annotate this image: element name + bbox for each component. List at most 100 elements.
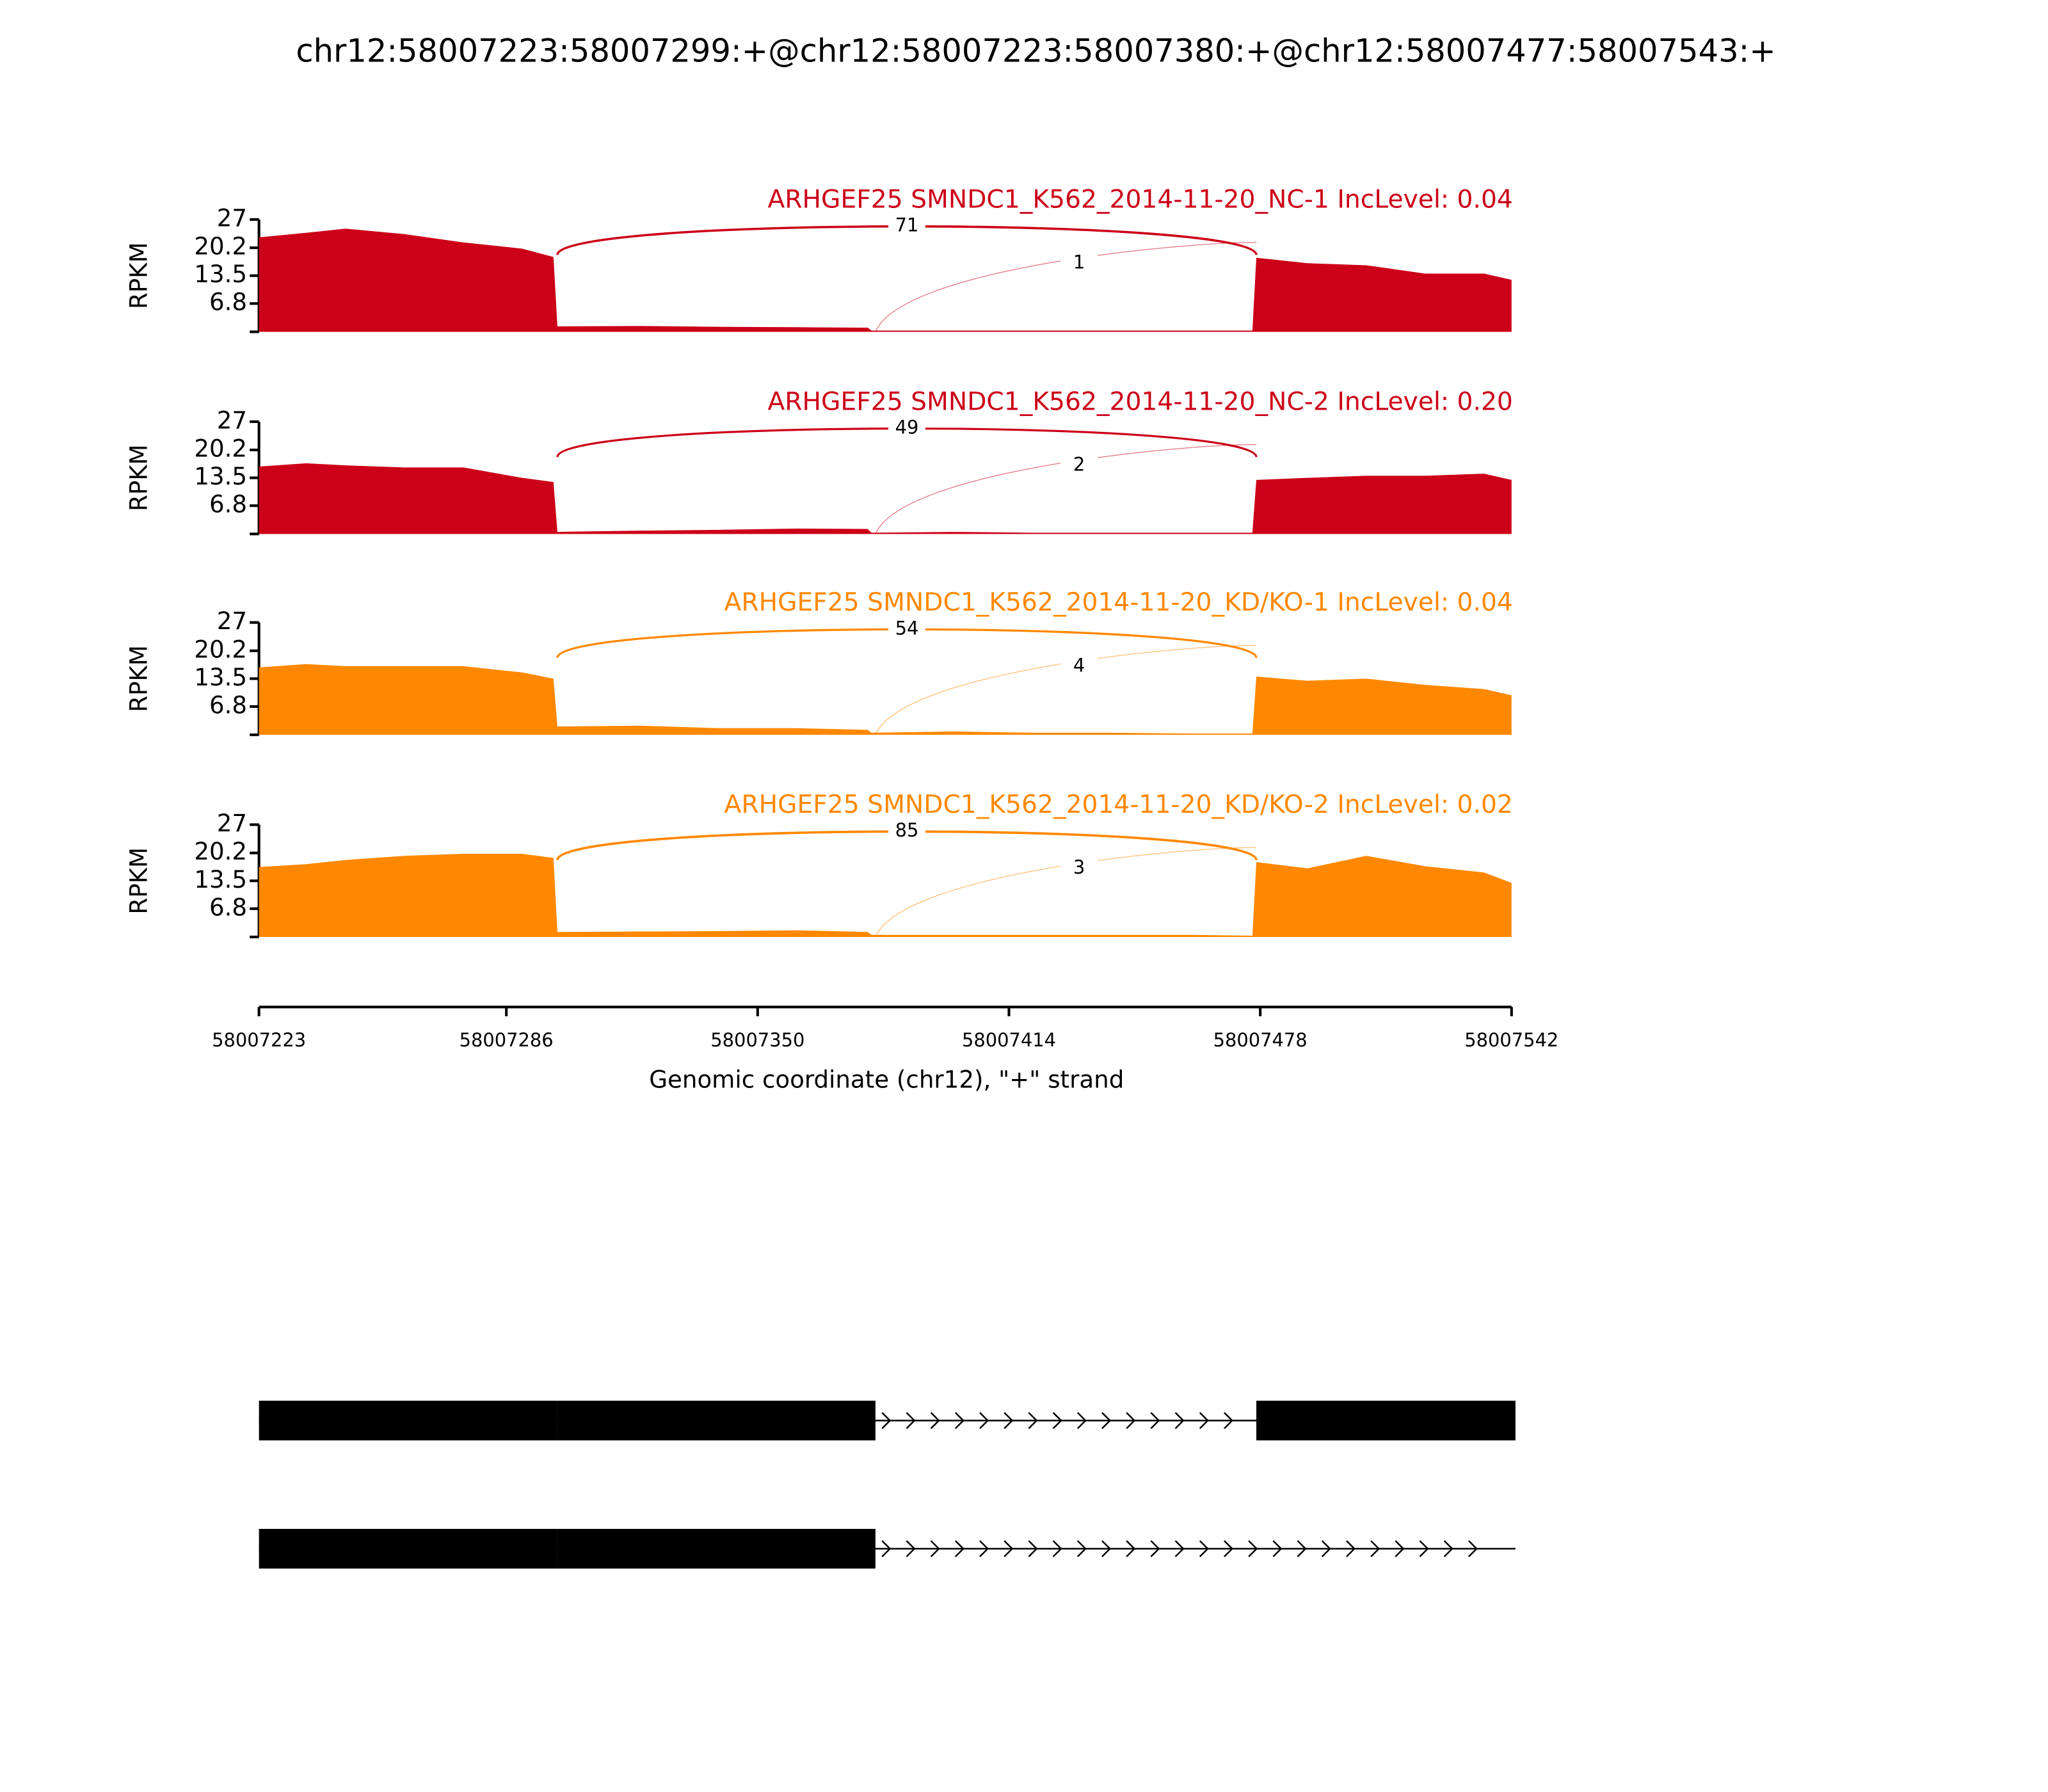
- x-tick-label: 58007286: [460, 1029, 554, 1051]
- strand-arrow: [1101, 1540, 1112, 1558]
- y-tick-label: 27: [217, 810, 247, 837]
- track-label: ARHGEF25 SMNDC1_K562_2014-11-20_KD/KO-2 …: [724, 790, 1513, 819]
- junction-label-bg: [888, 418, 925, 440]
- junction-arc: [875, 847, 1257, 938]
- strand-arrow: [1004, 1540, 1014, 1558]
- junction-label-bg: [1060, 253, 1098, 275]
- strand-arrow: [1150, 1540, 1160, 1558]
- junction-count: 71: [895, 214, 919, 236]
- track-label: ARHGEF25 SMNDC1_K562_2014-11-20_NC-2 Inc…: [767, 387, 1512, 416]
- strand-arrow: [979, 1412, 989, 1429]
- junction-count: 2: [1073, 454, 1085, 476]
- strand-arrow: [1395, 1540, 1405, 1558]
- strand-arrow: [1150, 1412, 1160, 1429]
- y-tick-label: 6.8: [209, 893, 247, 921]
- strand-arrow: [1468, 1540, 1478, 1558]
- strand-arrow: [906, 1540, 916, 1558]
- strand-arrow: [1199, 1412, 1209, 1429]
- junction-count: 4: [1073, 654, 1085, 676]
- strand-arrow: [1370, 1540, 1380, 1558]
- y-tick-label: 20.2: [194, 233, 247, 260]
- strand-arrow: [1174, 1540, 1185, 1558]
- coverage-area: [259, 664, 1512, 735]
- y-tick-label: 13.5: [194, 260, 247, 288]
- track-label: ARHGEF25 SMNDC1_K562_2014-11-20_KD/KO-1 …: [724, 588, 1513, 617]
- y-tick-label: 6.8: [209, 491, 247, 518]
- junction-arc: [875, 644, 1257, 735]
- junction-count: 3: [1073, 856, 1085, 878]
- strand-arrow: [1443, 1540, 1453, 1558]
- strand-arrow: [1419, 1540, 1429, 1558]
- y-tick-label: 13.5: [194, 866, 247, 893]
- strand-arrow: [906, 1412, 916, 1429]
- strand-arrow: [1224, 1540, 1234, 1558]
- strand-arrow: [1076, 1540, 1087, 1558]
- junction-label-bg: [1060, 455, 1098, 477]
- strand-arrow: [1101, 1412, 1112, 1429]
- exon: [259, 1400, 557, 1441]
- x-tick-label: 58007542: [1464, 1029, 1558, 1051]
- strand-arrow: [1028, 1540, 1038, 1558]
- x-axis-label: Genomic coordinate (chr12), "+" strand: [649, 1066, 1124, 1094]
- y-axis-label: RPKM: [125, 444, 152, 511]
- x-tick-label: 58007478: [1213, 1029, 1308, 1051]
- strand-arrow: [881, 1540, 892, 1558]
- strand-arrow: [930, 1412, 940, 1429]
- y-tick-label: 20.2: [194, 636, 247, 663]
- strand-arrow: [1052, 1540, 1062, 1558]
- y-tick-label: 6.8: [209, 691, 247, 719]
- junction-count: 85: [895, 819, 919, 841]
- strand-arrow: [1321, 1540, 1331, 1558]
- y-axis-label: RPKM: [125, 645, 152, 712]
- strand-arrow: [1272, 1540, 1283, 1558]
- strand-arrow: [881, 1412, 892, 1429]
- x-tick-label: 58007223: [212, 1029, 306, 1051]
- y-tick-label: 13.5: [194, 664, 247, 691]
- junction-label-bg: [1060, 858, 1098, 879]
- x-tick-label: 58007414: [962, 1029, 1056, 1051]
- exon: [259, 1528, 557, 1569]
- junction-label-bg: [1060, 655, 1098, 677]
- x-tick-label: 58007350: [710, 1029, 804, 1051]
- y-tick-label: 27: [217, 204, 247, 232]
- strand-arrow: [1199, 1540, 1209, 1558]
- y-axis-label: RPKM: [125, 242, 152, 309]
- strand-arrow: [1052, 1412, 1062, 1429]
- junction-arc: [875, 444, 1257, 534]
- strand-arrow: [979, 1540, 989, 1558]
- strand-arrow: [954, 1412, 964, 1429]
- y-tick-label: 20.2: [194, 838, 247, 865]
- strand-arrow: [1248, 1540, 1258, 1558]
- junction-label-bg: [888, 216, 925, 237]
- y-axis-label: RPKM: [125, 847, 152, 915]
- exon: [557, 1400, 876, 1441]
- junction-arc: [875, 242, 1257, 332]
- junction-label-bg: [888, 618, 925, 640]
- y-tick-label: 13.5: [194, 463, 247, 490]
- strand-arrow: [1126, 1540, 1136, 1558]
- strand-arrow: [1224, 1412, 1234, 1429]
- y-tick-label: 20.2: [194, 435, 247, 463]
- junction-count: 1: [1073, 252, 1085, 273]
- strand-arrow: [1126, 1412, 1136, 1429]
- strand-arrow: [1028, 1412, 1038, 1429]
- y-tick-label: 27: [217, 406, 247, 434]
- coverage-area: [259, 854, 1512, 937]
- coverage-area: [259, 463, 1512, 534]
- exon: [1256, 1400, 1516, 1441]
- strand-arrow: [1297, 1540, 1307, 1558]
- coverage-area: [259, 228, 1512, 332]
- strand-arrow: [954, 1540, 964, 1558]
- strand-arrow: [1004, 1412, 1014, 1429]
- junction-count: 49: [895, 417, 919, 438]
- strand-arrow: [1346, 1540, 1356, 1558]
- track-label: ARHGEF25 SMNDC1_K562_2014-11-20_NC-1 Inc…: [767, 186, 1512, 214]
- strand-arrow: [1174, 1412, 1185, 1429]
- junction-count: 54: [895, 617, 919, 639]
- strand-arrow: [930, 1540, 940, 1558]
- chart-title: chr12:58007223:58007299:+@chr12:58007223…: [296, 32, 1775, 69]
- junction-label-bg: [888, 820, 925, 842]
- y-tick-label: 27: [217, 607, 247, 635]
